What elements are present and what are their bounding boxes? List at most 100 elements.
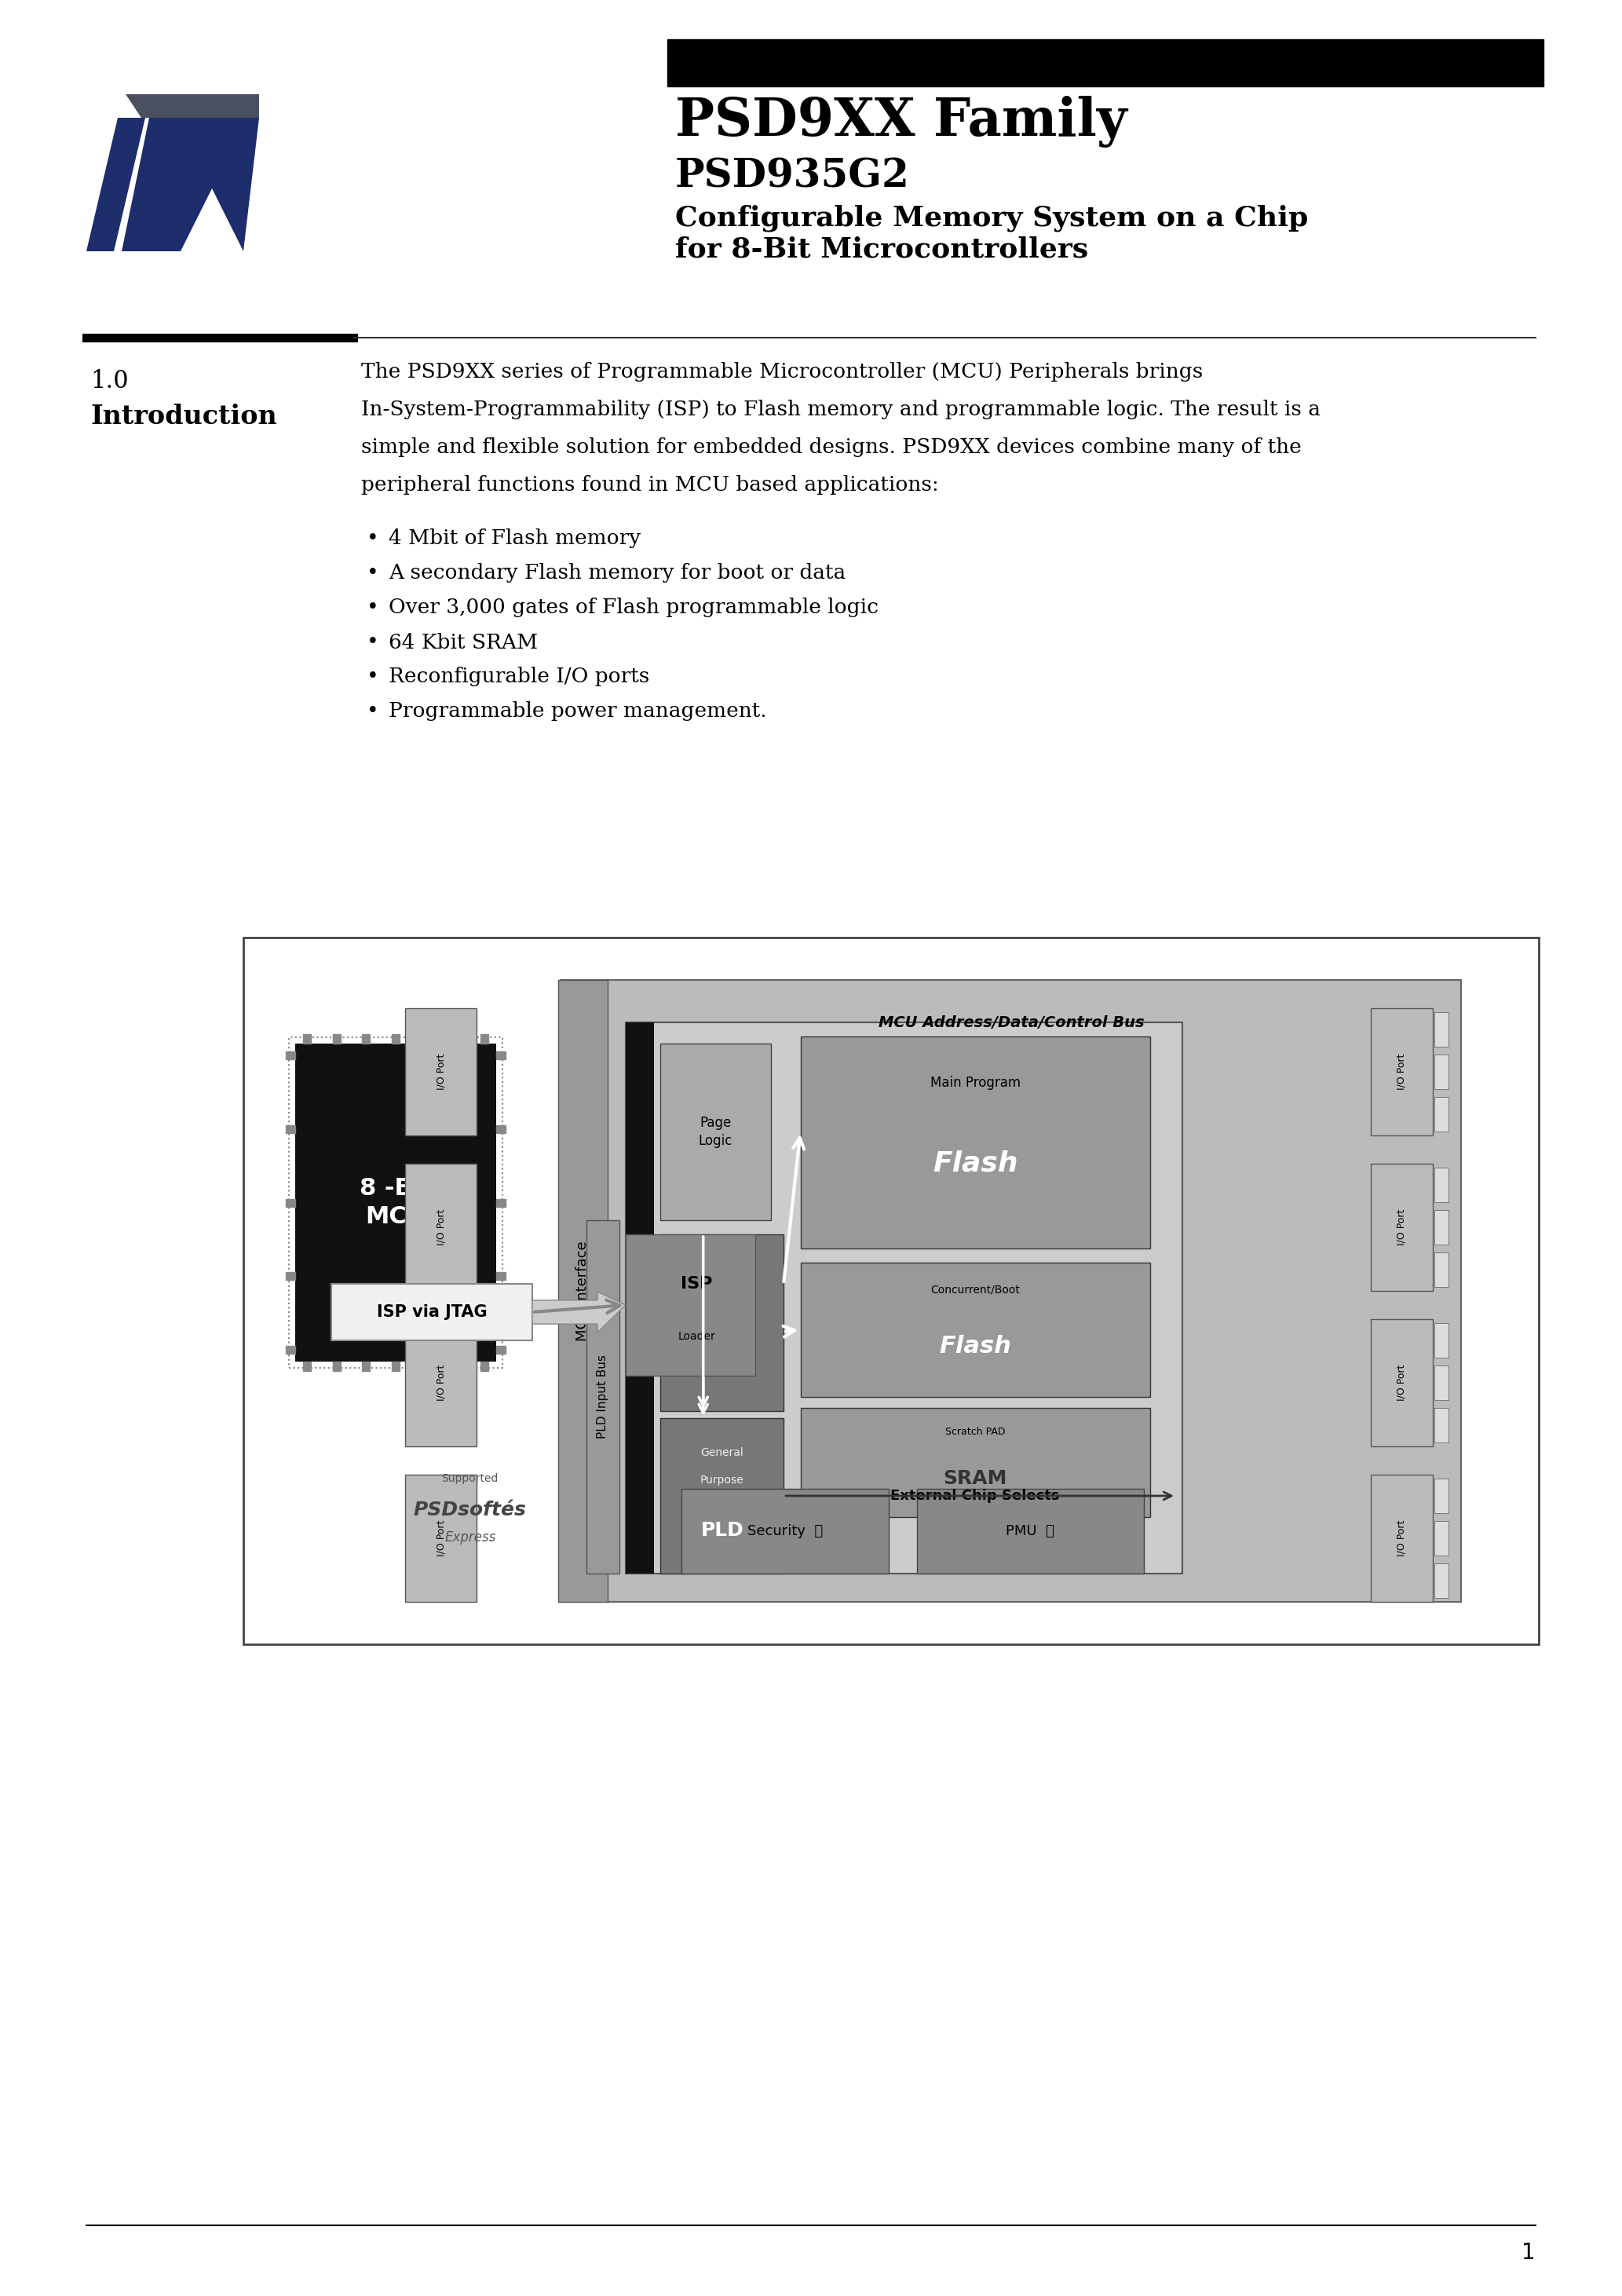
Text: MCU Address/Data/Control Bus: MCU Address/Data/Control Bus xyxy=(879,1015,1145,1031)
Text: •: • xyxy=(367,563,380,583)
Text: •: • xyxy=(367,631,380,652)
Bar xyxy=(1434,1520,1448,1554)
Bar xyxy=(422,1033,430,1045)
Bar xyxy=(1371,1474,1432,1603)
Bar xyxy=(480,1362,488,1371)
Text: peripheral functions found in MCU based applications:: peripheral functions found in MCU based … xyxy=(362,475,939,496)
Text: External Chip Selects: External Chip Selects xyxy=(890,1488,1059,1504)
Bar xyxy=(1434,1366,1448,1401)
Bar xyxy=(660,1235,783,1412)
Text: PLD: PLD xyxy=(701,1520,743,1541)
Bar xyxy=(626,1022,1182,1573)
Bar xyxy=(1434,1407,1448,1442)
Text: I/O Port: I/O Port xyxy=(436,1210,446,1244)
Bar xyxy=(660,1045,770,1219)
Text: Flash: Flash xyxy=(933,1150,1019,1178)
Bar xyxy=(1434,1251,1448,1288)
Bar xyxy=(1371,1320,1432,1446)
Text: SRAM: SRAM xyxy=(944,1469,1007,1488)
Text: 8 -Bit
MCU: 8 -Bit MCU xyxy=(358,1178,431,1228)
Bar xyxy=(285,1125,295,1132)
Bar xyxy=(667,39,1544,87)
Bar xyxy=(496,1272,506,1281)
Bar xyxy=(289,1038,503,1368)
Text: Loader: Loader xyxy=(678,1332,715,1341)
Bar xyxy=(496,1125,506,1132)
Text: PLD Input Bus: PLD Input Bus xyxy=(597,1355,608,1440)
Polygon shape xyxy=(125,94,260,117)
Bar xyxy=(1371,1164,1432,1290)
Text: General: General xyxy=(701,1446,743,1458)
Bar xyxy=(331,1283,532,1341)
Bar xyxy=(285,1272,295,1281)
Polygon shape xyxy=(122,117,260,250)
Bar xyxy=(451,1362,459,1371)
Text: A secondary Flash memory for boot or data: A secondary Flash memory for boot or dat… xyxy=(389,563,845,583)
Text: I/O Port: I/O Port xyxy=(1397,1520,1406,1557)
Bar xyxy=(391,1033,399,1045)
Text: PMU  💾: PMU 💾 xyxy=(1006,1525,1054,1538)
Text: I/O Port: I/O Port xyxy=(436,1364,446,1401)
Bar xyxy=(1434,1564,1448,1598)
Bar xyxy=(391,1362,399,1371)
Bar xyxy=(496,1199,506,1205)
Text: Supported: Supported xyxy=(441,1474,498,1483)
Bar xyxy=(1371,1008,1432,1137)
Bar xyxy=(1434,1097,1448,1132)
Text: PLD: PLD xyxy=(701,1348,743,1368)
Bar xyxy=(333,1362,341,1371)
Text: Main Program: Main Program xyxy=(929,1077,1020,1091)
Text: Page
Logic: Page Logic xyxy=(699,1116,733,1148)
Text: I/O Port: I/O Port xyxy=(1397,1054,1406,1091)
Bar xyxy=(480,1033,488,1045)
Bar xyxy=(451,1033,459,1045)
Bar xyxy=(303,1362,311,1371)
Text: Programmable power management.: Programmable power management. xyxy=(389,703,767,721)
Bar xyxy=(1434,1054,1448,1088)
Bar xyxy=(800,1263,1150,1396)
Text: Purpose: Purpose xyxy=(701,1474,744,1486)
Bar xyxy=(1434,1169,1448,1203)
Bar xyxy=(800,1035,1150,1249)
Bar xyxy=(1434,1479,1448,1513)
Bar xyxy=(660,1419,783,1573)
Bar xyxy=(626,1235,756,1375)
Bar xyxy=(406,1320,477,1446)
Bar xyxy=(496,1052,506,1058)
Bar xyxy=(285,1199,295,1205)
Bar xyxy=(1434,1013,1448,1047)
Text: I/O Port: I/O Port xyxy=(436,1520,446,1557)
Text: Decode: Decode xyxy=(697,1288,746,1304)
Text: MCU Interface: MCU Interface xyxy=(576,1240,590,1341)
Text: 4 Mbit of Flash memory: 4 Mbit of Flash memory xyxy=(389,528,641,549)
Bar xyxy=(1434,1210,1448,1244)
Text: Introduction: Introduction xyxy=(91,404,277,429)
Bar xyxy=(406,1474,477,1603)
Bar xyxy=(800,1407,1150,1518)
Bar xyxy=(561,980,1461,1603)
Text: PSD9XX Family: PSD9XX Family xyxy=(675,96,1127,147)
Text: for 8-Bit Microcontrollers: for 8-Bit Microcontrollers xyxy=(675,236,1088,264)
Bar xyxy=(558,980,607,1603)
Bar xyxy=(422,1362,430,1371)
Bar xyxy=(303,1033,311,1045)
Polygon shape xyxy=(86,117,146,250)
Bar xyxy=(243,937,1539,1644)
Bar xyxy=(587,1219,620,1573)
Bar xyxy=(496,1345,506,1355)
Text: Flash: Flash xyxy=(939,1334,1012,1357)
Polygon shape xyxy=(532,1293,626,1332)
Bar xyxy=(681,1488,889,1573)
Bar xyxy=(295,1045,496,1362)
Bar xyxy=(285,1052,295,1058)
Bar xyxy=(362,1033,370,1045)
Text: Over 3,000 gates of Flash programmable logic: Over 3,000 gates of Flash programmable l… xyxy=(389,597,879,618)
Text: In-System-Programmability (ISP) to Flash memory and programmable logic. The resu: In-System-Programmability (ISP) to Flash… xyxy=(362,400,1320,420)
Text: Reconfigurable I/O ports: Reconfigurable I/O ports xyxy=(389,668,649,687)
Bar xyxy=(406,1164,477,1290)
Text: I/O Port: I/O Port xyxy=(1397,1210,1406,1244)
Text: 64 Kbit SRAM: 64 Kbit SRAM xyxy=(389,631,539,652)
Text: 1.0: 1.0 xyxy=(91,370,128,393)
Text: PSD935G2: PSD935G2 xyxy=(675,158,910,195)
Text: •: • xyxy=(367,528,380,549)
